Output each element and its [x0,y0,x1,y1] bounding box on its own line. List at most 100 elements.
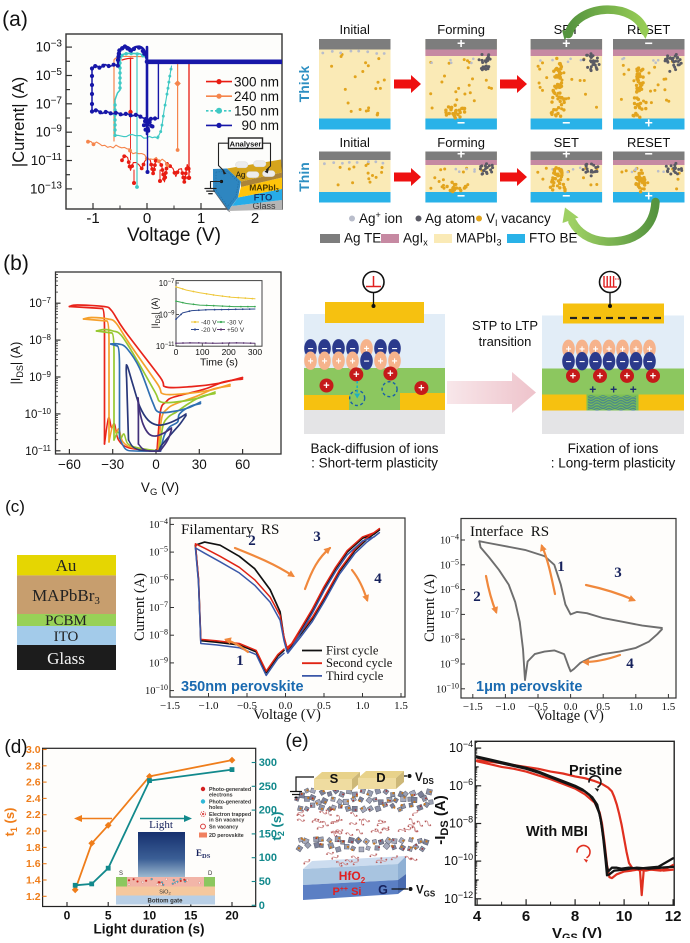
svg-text:Fixation of ions: Fixation of ions [568,441,659,456]
svg-text:Ag TE: Ag TE [344,231,381,246]
svg-text:(c): (c) [5,497,25,516]
svg-text:Photo-generated: Photo-generated [209,787,251,793]
svg-text:Third cycle: Third cycle [326,669,384,683]
svg-text:+: + [323,380,329,392]
svg-text:: Long-term plasticity: : Long-term plasticity [551,456,676,471]
svg-text:1: 1 [557,559,565,575]
svg-text:50: 50 [259,876,271,888]
svg-text:+: + [620,345,626,356]
svg-text:Glass: Glass [252,201,276,211]
svg-text:D: D [208,871,213,877]
svg-text:−: − [457,188,465,204]
svg-text:6: 6 [522,908,530,925]
svg-text:+: + [566,345,572,356]
svg-text:+: + [457,35,465,51]
svg-text:Initial: Initial [340,22,370,37]
svg-text:Voltage (V): Voltage (V) [253,707,321,723]
svg-text:2: 2 [248,533,256,549]
svg-text:Forming: Forming [437,22,485,37]
svg-text:0: 0 [152,457,160,472]
svg-text:250: 250 [259,781,277,793]
svg-text:−: − [364,357,370,368]
svg-text:ITO: ITO [54,629,79,645]
svg-text:in Sn vacancy: in Sn vacancy [209,818,244,824]
svg-text:+: + [647,345,653,356]
svg-text:+: + [645,115,653,131]
svg-text:HfO2: HfO2 [339,869,366,885]
svg-text:S: S [119,871,123,877]
svg-text:30: 30 [192,457,207,472]
svg-text:5: 5 [105,909,112,923]
svg-text:4: 4 [374,571,382,587]
svg-text:0: 0 [259,900,265,912]
svg-text:Back-diffusion of ions: Back-diffusion of ions [310,441,438,456]
svg-text:+: + [570,371,576,383]
svg-text:+: + [606,345,612,356]
svg-text:1.0: 1.0 [356,700,370,712]
svg-text:D: D [376,770,385,785]
svg-text:4: 4 [626,656,634,672]
svg-text:−: − [336,344,342,355]
svg-text:Filamentary RS: Filamentary RS [181,522,279,538]
svg-text:(e): (e) [285,731,308,752]
svg-text:-40 V: -40 V [201,319,217,326]
svg-text:0: 0 [174,347,179,357]
svg-text:2.4: 2.4 [26,793,41,805]
svg-text:1.5: 1.5 [662,701,676,713]
svg-text:+: + [353,369,359,381]
svg-text:150 nm: 150 nm [234,104,279,119]
svg-text:Bottom gate: Bottom gate [148,899,184,905]
svg-text:−: − [593,357,599,368]
svg-text:PCBM: PCBM [45,613,87,629]
svg-text:P++ Si: P++ Si [333,886,362,898]
svg-text:−60: −60 [58,457,81,472]
svg-text:+: + [336,357,342,368]
svg-text:MAPbI3: MAPbI3 [456,231,502,248]
svg-text:4: 4 [473,908,482,925]
svg-text:+: + [624,371,630,383]
svg-text:S: S [330,771,339,786]
svg-text:Time (s): Time (s) [200,357,238,369]
svg-text:100: 100 [195,347,209,357]
svg-text:Analyser: Analyser [230,139,262,148]
svg-text:Electron trapped: Electron trapped [209,812,251,818]
svg-text:Ag: Ag [236,171,246,180]
svg-text:−1.5: −1.5 [160,700,180,712]
svg-text:1.0: 1.0 [629,701,643,713]
svg-text:200: 200 [222,347,236,357]
svg-text:Light: Light [149,819,173,831]
svg-text:+: + [650,371,656,383]
svg-text:−30: −30 [101,457,124,472]
svg-text:Pristine: Pristine [569,763,622,779]
svg-text:−1.0: −1.0 [495,701,515,713]
svg-text:-1: -1 [86,210,99,227]
svg-text:2D perovskite: 2D perovskite [209,833,244,839]
svg-text:−: − [308,344,314,355]
svg-text:240 nm: 240 nm [234,89,279,104]
svg-text:0.5: 0.5 [596,701,610,713]
svg-text:+: + [418,383,424,395]
svg-text:300: 300 [248,347,262,357]
svg-text:Sn vacancy: Sn vacancy [209,825,238,831]
svg-text:+: + [593,345,599,356]
svg-text:−: − [579,357,585,368]
svg-text:Au: Au [56,556,77,575]
svg-text:Photo-generated: Photo-generated [209,800,251,806]
svg-text:t1 (s): t1 (s) [2,808,19,837]
svg-text:(b): (b) [3,252,29,275]
svg-text:1.5: 1.5 [394,700,408,712]
svg-text:−: − [645,35,653,51]
svg-text:−: − [322,344,328,355]
svg-text:Second cycle: Second cycle [326,656,393,670]
svg-text:3: 3 [313,529,321,545]
svg-text:+: + [322,357,328,368]
svg-text:Ag+ ion: Ag+ ion [359,210,403,226]
svg-text:+: + [387,368,393,380]
svg-text:transition: transition [479,334,532,349]
svg-text:−: − [647,357,653,368]
svg-text:90 nm: 90 nm [241,118,279,133]
svg-text:Voltage (V): Voltage (V) [536,708,604,724]
svg-text:3: 3 [614,565,622,581]
svg-text:0.5: 0.5 [317,700,331,712]
svg-text:MAPbI3: MAPbI3 [249,183,279,195]
